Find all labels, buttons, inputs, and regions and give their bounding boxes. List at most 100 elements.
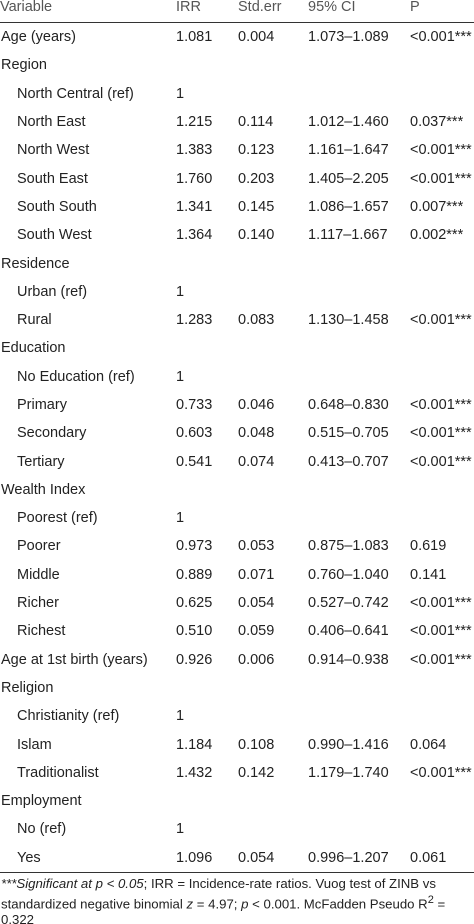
ci-cell: 1.179–1.740 [308, 764, 389, 781]
std-err-cell: 0.048 [238, 425, 275, 442]
std-err-cell: 0.053 [238, 538, 275, 555]
irr-cell: 0.510 [176, 623, 213, 640]
p-value-cell [410, 80, 474, 108]
irr-cell [176, 476, 238, 504]
ci-cell: 0.527–0.742 [308, 595, 389, 612]
std-err-cell: 0.114 [238, 114, 274, 131]
p-value-cell: <0.001*** [410, 425, 472, 442]
p-value-cell [410, 334, 474, 362]
variable-cell: Poorer [17, 538, 61, 555]
std-err-cell [238, 80, 308, 108]
irr-cell: 0.625 [176, 595, 213, 612]
p-value-cell [410, 363, 474, 391]
std-err-cell [238, 334, 308, 362]
footnote-text-2: = 4.97; [193, 896, 242, 912]
table-row-group: Education [0, 334, 474, 362]
ci-cell [308, 249, 410, 277]
footnote-superscript: 2 [427, 894, 434, 906]
variable-cell: Employment [1, 793, 82, 810]
p-value-cell [410, 674, 474, 702]
variable-cell: Residence [1, 255, 70, 272]
irr-cell: 1 [176, 708, 185, 725]
std-err-cell: 0.142 [238, 764, 275, 781]
ci-cell: 0.515–0.705 [308, 425, 389, 442]
irr-cell: 1.341 [176, 198, 213, 215]
std-err-cell [238, 363, 308, 391]
table-row: Richer 0.625 0.054 0.527–0.742 <0.001*** [0, 589, 474, 617]
variable-cell: No (ref) [17, 821, 67, 838]
std-err-cell [238, 476, 308, 504]
std-err-cell [238, 787, 308, 815]
irr-cell [176, 51, 238, 79]
variable-cell: North Central (ref) [17, 85, 134, 102]
p-value-cell [410, 278, 474, 306]
std-err-cell [238, 249, 308, 277]
header-std-err: Std.err [238, 0, 282, 15]
ci-cell: 0.914–0.938 [308, 651, 389, 668]
footnote-p-symbol-2: p [241, 896, 249, 912]
header-row: Variable IRR Std.err 95% CI P [0, 0, 474, 23]
irr-cell: 1.283 [176, 312, 213, 329]
irr-cell: 1 [176, 283, 185, 300]
table-row: South East 1.760 0.203 1.405–2.205 <0.001*** [0, 164, 474, 192]
p-value-cell [410, 51, 474, 79]
header-variable: Variable [0, 0, 53, 15]
irr-cell: 0.889 [176, 566, 213, 583]
std-err-cell: 0.145 [238, 198, 275, 215]
table-row: Traditionalist 1.432 0.142 1.179–1.740 <0.00… [0, 759, 474, 787]
table-row: No (ref) 1 [0, 815, 474, 843]
p-value-cell: 0.619 [410, 538, 447, 555]
table-row: South West 1.364 0.140 1.117–1.667 0.002*** [0, 221, 474, 249]
table-row: Tertiary 0.541 0.074 0.413–0.707 <0.001*** [0, 447, 474, 475]
ci-cell [308, 278, 410, 306]
ci-cell [308, 51, 410, 79]
irr-cell: 1 [176, 821, 185, 838]
ci-cell: 0.760–1.040 [308, 566, 389, 583]
variable-cell: Richer [17, 595, 59, 612]
ci-cell: 1.117–1.667 [308, 227, 388, 244]
irr-cell: 1.215 [176, 114, 213, 131]
irr-cell: 0.603 [176, 425, 213, 442]
std-err-cell: 0.140 [238, 227, 275, 244]
variable-cell: Traditionalist [17, 764, 99, 781]
variable-cell: No Education (ref) [17, 368, 135, 385]
variable-cell: Wealth Index [1, 481, 86, 498]
std-err-cell: 0.054 [238, 595, 275, 612]
regression-table: Variable IRR Std.err 95% CI P Age (years… [0, 0, 474, 873]
ci-cell: 0.648–0.830 [308, 397, 389, 413]
irr-cell: 0.973 [176, 538, 213, 555]
footnote-text-1: ; IRR = Incidence-rate ratios. Vuog test… [1, 876, 436, 912]
header-ci: 95% CI [308, 0, 356, 15]
irr-cell: 1 [176, 510, 185, 527]
std-err-cell [238, 674, 308, 702]
variable-cell: Secondary [17, 425, 87, 442]
table-row: No Education (ref) 1 [0, 363, 474, 391]
table-row: Poorest (ref) 1 [0, 504, 474, 532]
table-row: Yes 1.096 0.054 0.996–1.207 0.061 [0, 844, 474, 873]
p-value-cell: 0.064 [410, 736, 447, 753]
variable-cell: Rural [17, 312, 52, 329]
variable-cell: Poorest (ref) [17, 510, 98, 527]
ci-cell: 1.086–1.657 [308, 198, 389, 215]
table-row: Primary 0.733 0.046 0.648–0.830 <0.001*** [0, 391, 474, 419]
ci-cell: 0.413–0.707 [308, 453, 389, 470]
p-value-cell: 0.007*** [410, 198, 464, 215]
std-err-cell: 0.004 [238, 29, 275, 46]
footnote-text-3: < 0.001. McFadden Pseudo R [248, 896, 428, 912]
table-row-group: Residence [0, 249, 474, 277]
p-value-cell: <0.001*** [410, 623, 472, 640]
variable-cell: Tertiary [17, 453, 65, 470]
table-row: North West 1.383 0.123 1.161–1.647 <0.001*** [0, 136, 474, 164]
irr-cell: 1.432 [176, 764, 213, 781]
std-err-cell: 0.059 [238, 623, 275, 640]
variable-cell: Middle [17, 566, 60, 583]
variable-cell: Richest [17, 623, 66, 640]
std-err-cell: 0.006 [238, 651, 275, 668]
irr-cell: 1.081 [176, 29, 213, 46]
table-body: Age (years) 1.081 0.004 1.073–1.089 <0.001**… [0, 23, 474, 873]
header-irr: IRR [176, 0, 201, 15]
variable-cell: Yes [17, 849, 41, 866]
ci-cell [308, 674, 410, 702]
table-row-group: Employment [0, 787, 474, 815]
p-value-cell: <0.001*** [410, 312, 472, 329]
